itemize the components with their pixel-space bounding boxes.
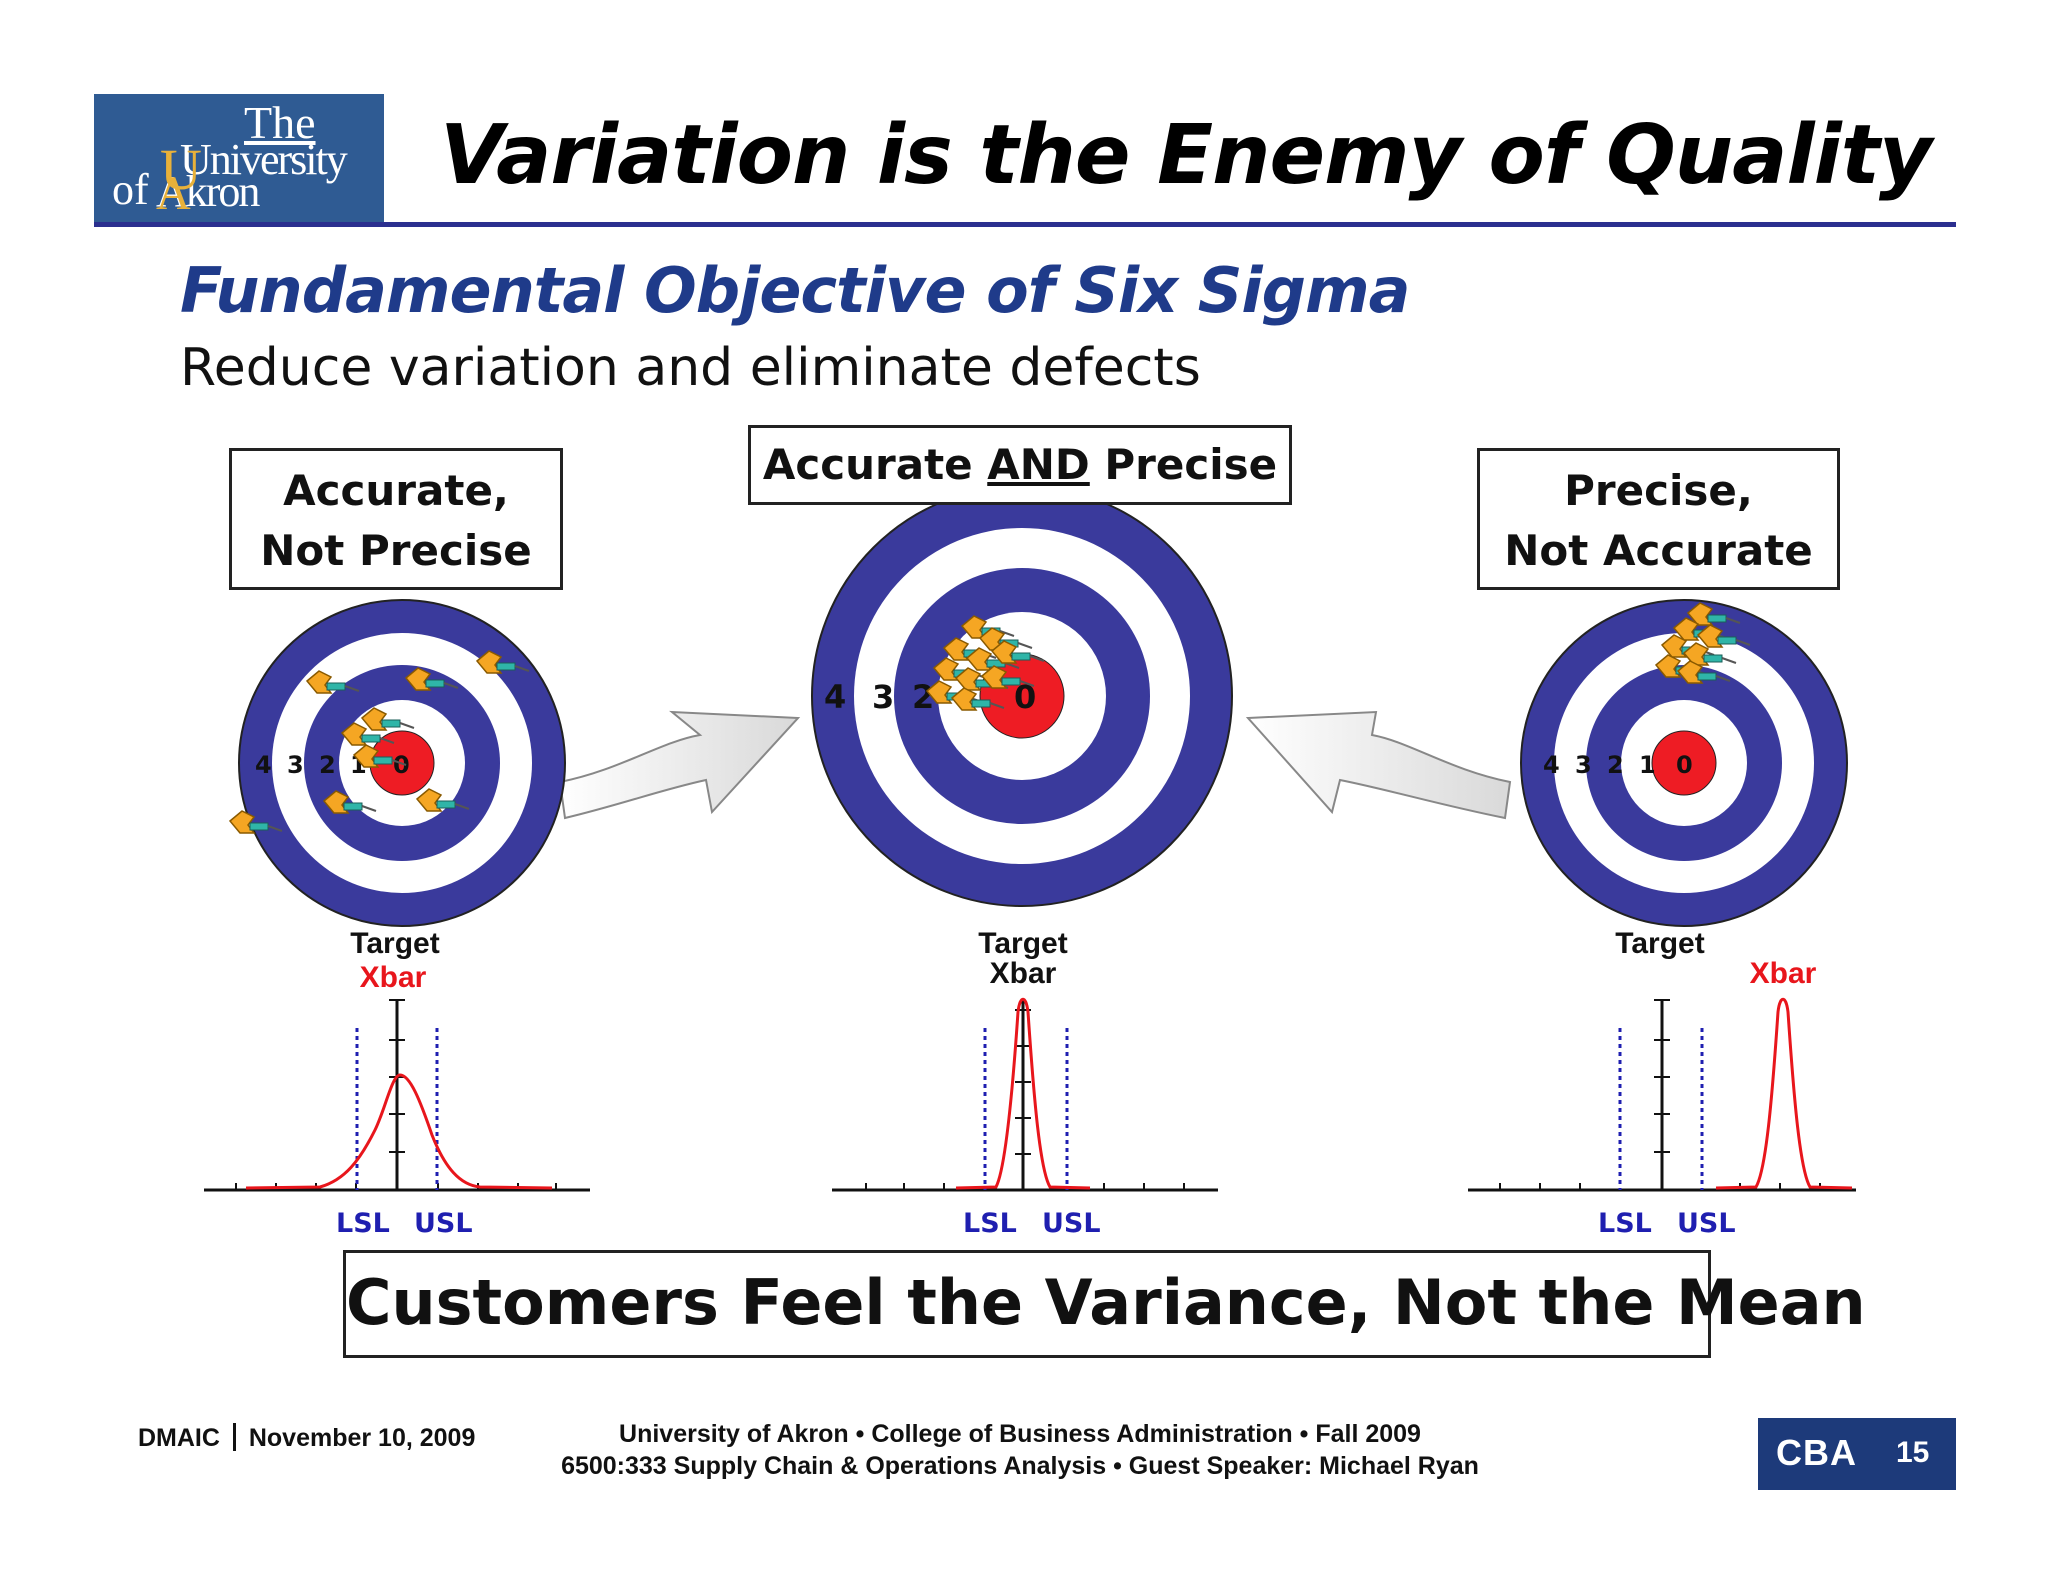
left-target: 4 3 2 1 0 bbox=[229, 599, 566, 927]
title-rule bbox=[94, 222, 1956, 227]
slide-subtext: Reduce variation and eliminate defects bbox=[180, 338, 1201, 398]
logo-line3-prefix: of bbox=[112, 165, 149, 214]
cba-badge: CBA 15 bbox=[1758, 1418, 1956, 1490]
ring-number: 2 bbox=[912, 678, 934, 716]
right-lsl-label: LSL bbox=[1598, 1208, 1652, 1239]
footer-date: November 10, 2009 bbox=[248, 1424, 476, 1452]
right-target: 4 3 2 1 0 bbox=[1520, 599, 1848, 927]
center-lsl-label: LSL bbox=[963, 1208, 1017, 1239]
footer-divider bbox=[232, 1423, 236, 1451]
page-number: 15 bbox=[1896, 1436, 1930, 1469]
ring-number: 1 bbox=[1639, 751, 1656, 779]
tagline-box: Customers Feel the Variance, Not the Mea… bbox=[343, 1250, 1866, 1358]
center-panel-label: Accurate AND Precise bbox=[748, 425, 1292, 505]
left-panel-label: Accurate, Not Precise bbox=[229, 448, 563, 590]
logo-u-mark: U bbox=[160, 137, 202, 202]
footer-center: University of Akron • College of Busines… bbox=[540, 1418, 1500, 1482]
tagline: Customers Feel the Variance, Not the Mea… bbox=[346, 1266, 1866, 1339]
center-label-em: AND bbox=[987, 440, 1090, 489]
cba-label: CBA bbox=[1776, 1432, 1857, 1473]
right-usl-label: USL bbox=[1677, 1208, 1736, 1239]
footer-left: DMAIC November 10, 2009 bbox=[138, 1423, 475, 1453]
ring-number: 4 bbox=[1543, 751, 1560, 779]
slide-subtitle: Fundamental Objective of Six Sigma bbox=[180, 254, 1410, 327]
left-distribution bbox=[204, 999, 590, 1192]
center-target: 4 3 2 0 bbox=[811, 485, 1233, 907]
logo-line2: University bbox=[180, 135, 348, 184]
center-label-post: Precise bbox=[1089, 440, 1278, 489]
center-usl-label: USL bbox=[1042, 1208, 1101, 1239]
right-distribution bbox=[1468, 997, 1856, 1192]
ring-number: 2 bbox=[1607, 751, 1624, 779]
right-panel-label: Precise, Not Accurate bbox=[1477, 448, 1840, 590]
logo-line1: The bbox=[244, 97, 316, 148]
ring-number: 4 bbox=[824, 678, 846, 716]
center-xbar-caption: Xbar bbox=[989, 957, 1057, 990]
logo-line3: Akron bbox=[156, 167, 260, 216]
left-arrow bbox=[558, 710, 801, 820]
ring-number: 3 bbox=[872, 678, 894, 716]
footer-code: DMAIC bbox=[138, 1424, 220, 1452]
ring-number: 0 bbox=[1014, 678, 1036, 716]
right-arrow bbox=[1245, 710, 1512, 820]
ring-number: 2 bbox=[319, 751, 336, 779]
center-label-pre: Accurate bbox=[762, 440, 988, 489]
left-label-line2: Not Precise bbox=[260, 526, 532, 575]
ring-number: 0 bbox=[1676, 751, 1693, 779]
right-xbar-caption: Xbar bbox=[1749, 957, 1817, 990]
right-target-caption: Target bbox=[1615, 927, 1705, 960]
ring-number: 3 bbox=[1575, 751, 1592, 779]
logo-a-mark: A bbox=[156, 167, 191, 220]
center-target-caption: Target bbox=[978, 927, 1068, 960]
center-distribution bbox=[832, 997, 1218, 1192]
ring-number: 0 bbox=[393, 751, 410, 779]
university-logo: The University of Akron U A bbox=[94, 94, 384, 222]
right-label-line2: Not Accurate bbox=[1504, 526, 1813, 575]
ring-number: 3 bbox=[287, 751, 304, 779]
left-label-line1: Accurate, bbox=[283, 466, 509, 515]
right-label-line1: Precise, bbox=[1564, 466, 1753, 515]
left-usl-label: USL bbox=[414, 1208, 473, 1239]
footer-line1: University of Akron • College of Busines… bbox=[619, 1420, 1421, 1448]
left-lsl-label: LSL bbox=[336, 1208, 390, 1239]
slide-title: Variation is the Enemy of Quality bbox=[440, 108, 1932, 203]
left-target-caption: Target bbox=[350, 927, 440, 960]
left-xbar-caption: Xbar bbox=[359, 961, 427, 994]
ring-number: 4 bbox=[255, 751, 272, 779]
footer-line2: 6500:333 Supply Chain & Operations Analy… bbox=[561, 1452, 1479, 1480]
